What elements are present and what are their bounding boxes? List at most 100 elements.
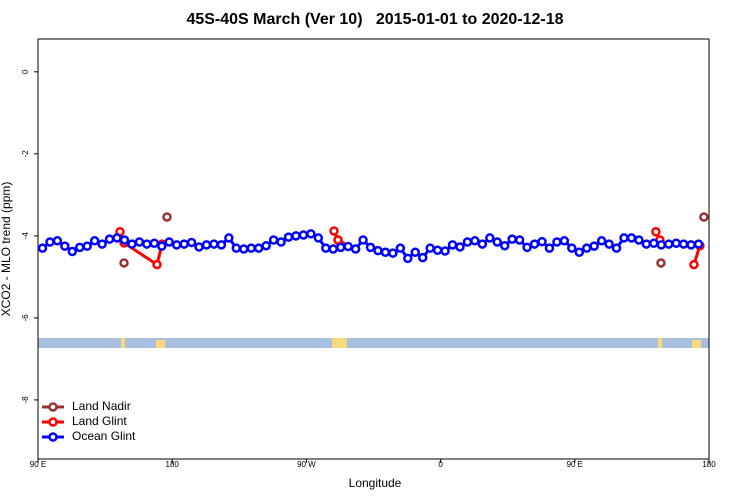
point bbox=[283, 232, 294, 242]
point bbox=[321, 243, 331, 253]
point bbox=[477, 239, 488, 249]
point bbox=[82, 241, 92, 251]
point bbox=[663, 239, 674, 249]
point bbox=[641, 239, 652, 249]
point bbox=[162, 212, 172, 222]
point bbox=[52, 236, 63, 246]
point bbox=[559, 236, 570, 246]
point bbox=[60, 241, 70, 251]
x-tick-label: 180 bbox=[702, 460, 716, 469]
point bbox=[157, 241, 167, 251]
point bbox=[634, 235, 644, 245]
point bbox=[358, 235, 368, 245]
point bbox=[686, 240, 696, 250]
point bbox=[179, 239, 189, 249]
point bbox=[350, 244, 361, 254]
point bbox=[699, 212, 709, 222]
point bbox=[507, 234, 517, 244]
ocean-band bbox=[38, 338, 709, 348]
point bbox=[216, 240, 227, 250]
point bbox=[343, 241, 353, 252]
point bbox=[306, 229, 316, 239]
x-tick-label: 180 bbox=[166, 460, 180, 469]
point bbox=[149, 238, 160, 249]
point bbox=[104, 234, 115, 244]
legend-marker bbox=[48, 432, 58, 442]
point bbox=[194, 242, 204, 252]
land-patch bbox=[692, 340, 701, 348]
legend-label: Ocean Glint bbox=[72, 429, 136, 443]
point bbox=[37, 243, 48, 253]
chart-title: 45S-40S March (Ver 10) 2015-01-01 to 202… bbox=[186, 11, 563, 28]
legend-marker bbox=[48, 402, 58, 412]
point bbox=[89, 236, 100, 246]
point bbox=[522, 242, 532, 253]
legend-marker bbox=[48, 417, 58, 427]
point bbox=[432, 245, 443, 255]
surface-band bbox=[38, 338, 709, 348]
point bbox=[589, 241, 599, 251]
point bbox=[425, 243, 435, 253]
point bbox=[253, 243, 264, 253]
point bbox=[268, 235, 279, 245]
point bbox=[693, 239, 704, 249]
point bbox=[75, 242, 85, 253]
point bbox=[329, 226, 339, 236]
point bbox=[537, 236, 547, 247]
point bbox=[164, 237, 174, 247]
land-patch bbox=[332, 338, 347, 348]
point bbox=[514, 235, 525, 245]
point bbox=[209, 239, 219, 249]
point bbox=[552, 237, 562, 247]
point bbox=[246, 243, 256, 253]
point bbox=[604, 239, 614, 249]
point bbox=[276, 237, 286, 247]
point bbox=[470, 236, 480, 246]
point bbox=[152, 259, 162, 270]
point bbox=[417, 252, 428, 263]
point bbox=[596, 236, 607, 246]
point bbox=[388, 248, 398, 258]
x-tick-label: 90 W bbox=[297, 460, 316, 469]
point bbox=[231, 243, 242, 253]
point bbox=[440, 246, 450, 256]
point bbox=[567, 243, 577, 253]
x-tick-label: 90 E bbox=[30, 460, 46, 469]
point bbox=[619, 233, 629, 243]
point bbox=[112, 233, 122, 243]
point bbox=[171, 240, 182, 250]
point bbox=[485, 233, 495, 243]
y-tick-label: -2 bbox=[21, 150, 30, 158]
point bbox=[492, 237, 503, 247]
point bbox=[373, 245, 383, 256]
point bbox=[134, 237, 145, 247]
point bbox=[224, 233, 234, 243]
land-patch bbox=[156, 340, 165, 348]
point bbox=[671, 238, 681, 249]
point bbox=[462, 237, 473, 247]
y-tick-label: -8 bbox=[21, 396, 30, 404]
point bbox=[574, 247, 585, 258]
point bbox=[410, 247, 421, 258]
point bbox=[403, 253, 413, 264]
point bbox=[447, 240, 458, 250]
point bbox=[365, 242, 376, 253]
x-tick-label: 90 E bbox=[567, 460, 583, 469]
legend-label: Land Glint bbox=[72, 414, 127, 428]
y-tick-label: 0 bbox=[21, 69, 30, 74]
point bbox=[119, 258, 129, 268]
point bbox=[656, 240, 667, 250]
point bbox=[649, 238, 659, 249]
point bbox=[119, 235, 130, 245]
point bbox=[529, 239, 540, 249]
point bbox=[455, 242, 465, 252]
x-axis-label: Longitude bbox=[349, 476, 402, 490]
point bbox=[499, 240, 510, 251]
y-tick-label: -6 bbox=[21, 314, 30, 322]
point bbox=[298, 230, 309, 240]
point bbox=[313, 233, 324, 243]
point bbox=[678, 239, 689, 249]
point bbox=[689, 259, 699, 270]
